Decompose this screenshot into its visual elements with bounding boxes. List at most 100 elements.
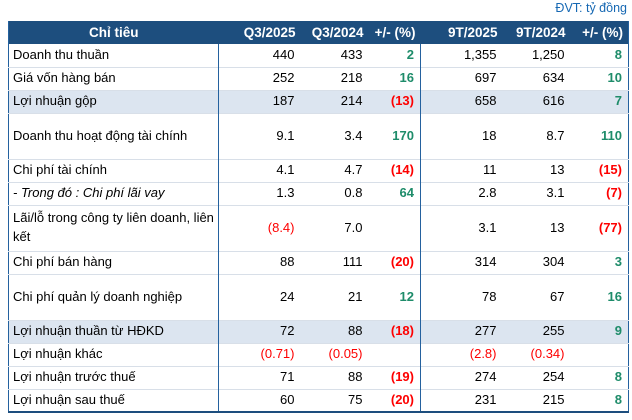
value-cell: (14)	[368, 158, 421, 182]
column-header: 9T/2025	[420, 21, 503, 44]
value-cell: 88	[300, 365, 369, 389]
value-cell: (15)	[570, 158, 629, 182]
value-cell: 88	[218, 250, 301, 274]
value-cell: 21	[300, 273, 369, 320]
value-cell: 231	[420, 388, 503, 412]
value-cell: 274	[420, 365, 503, 389]
value-cell: 8.7	[502, 112, 571, 159]
row-label: Chi phí bán hàng	[8, 250, 219, 274]
value-cell: 11	[420, 158, 503, 182]
row-label: Chi phí tài chính	[8, 158, 219, 182]
value-cell: 1,355	[463, 46, 497, 62]
value-cell: 18	[420, 112, 503, 159]
table-header-row: Chỉ tiêu Q3/2025 Q3/2024 +/- (%) 9T/2025 9T/2…	[8, 21, 629, 44]
value-cell: 8	[570, 365, 629, 389]
row-label: Giá vốn hàng bán	[8, 66, 219, 90]
value-cell: (77)	[570, 204, 629, 251]
value-cell: 10	[570, 66, 629, 90]
value-cell: (2.8)	[420, 342, 503, 366]
value-cell: 170	[368, 112, 421, 159]
column-header: 9T/2024	[502, 21, 571, 44]
value-cell: 2.8	[420, 181, 503, 205]
value-cell: 433	[340, 46, 363, 62]
table-row: Lãi/lỗ trong công ty liên doanh, liên kế…	[8, 204, 629, 251]
value-cell: 111	[300, 250, 369, 274]
row-label: Lãi/lỗ trong công ty liên doanh, liên kế…	[8, 204, 219, 251]
value-cell: 658	[420, 89, 503, 113]
table-row: Chi phí tài chính 4.1 4.7 (14) 11 13 (15)	[8, 158, 629, 182]
value-cell: 0.8	[300, 181, 369, 205]
value-cell: 16	[368, 66, 421, 90]
table-row: Lợi nhuận gộp 187 214 (13) 658 616 7	[8, 89, 629, 113]
value-cell: 88	[300, 319, 369, 343]
value-cell: 3.1	[420, 204, 503, 251]
table-row: Chi phí bán hàng 88 111 (20) 314 304 3	[8, 250, 629, 274]
row-label: Doanh thu hoạt động tài chính	[8, 112, 219, 159]
value-cell: 3.1	[502, 181, 571, 205]
value-cell: (0.05)	[300, 342, 369, 366]
row-label: Chi phí quản lý doanh nghiệp	[8, 273, 219, 320]
value-cell: 71	[218, 365, 301, 389]
row-label: Doanh thu thuần	[8, 44, 219, 67]
value-cell: 2	[368, 44, 421, 67]
value-cell: 3.4	[300, 112, 369, 159]
value-cell: 218	[300, 66, 369, 90]
column-header: +/- (%)	[570, 21, 629, 44]
value-cell: 314	[420, 250, 503, 274]
row-label: - Trong đó : Chi phí lãi vay	[8, 181, 219, 205]
value-cell: 13	[502, 158, 571, 182]
value-cell	[368, 342, 421, 366]
value-cell: (8.4)	[218, 204, 301, 251]
value-cell: (20)	[368, 388, 421, 412]
value-cell: 252	[218, 66, 301, 90]
table-row: Lợi nhuận thuần từ HĐKD 72 88 (18) 277 255 9	[8, 319, 629, 343]
value-cell: 1.3	[218, 181, 301, 205]
value-cell: (19)	[368, 365, 421, 389]
value-cell: 8	[570, 388, 629, 412]
value-cell: 24	[218, 273, 301, 320]
value-cell: (18)	[368, 319, 421, 343]
row-label: Lợi nhuận trước thuế	[8, 365, 219, 389]
value-cell: (20)	[368, 250, 421, 274]
value-cell: 187	[218, 89, 301, 113]
value-cell: 304	[502, 250, 571, 274]
value-cell: 697	[420, 66, 503, 90]
table-row: Lợi nhuận trước thuế 71 88 (19) 274 254 8	[8, 365, 629, 389]
value-cell	[368, 204, 421, 251]
value-cell: 3	[570, 250, 629, 274]
value-cell: 616	[502, 89, 571, 113]
value-cell: 16	[570, 273, 629, 320]
value-cell: (0.34)	[502, 342, 571, 366]
value-cell: 8	[614, 46, 622, 62]
value-cell: 214	[300, 89, 369, 113]
value-cell: 215	[502, 388, 571, 412]
value-cell: 60	[218, 388, 301, 412]
value-cell: 64	[368, 181, 421, 205]
table-row: Doanh thu thuần 440 433 2 1,355 1,250 8	[8, 44, 629, 67]
column-header: +/- (%)	[368, 21, 421, 44]
value-cell: 9.1	[218, 112, 301, 159]
table-row: Lợi nhuận sau thuế 60 75 (20) 231 215 8	[8, 388, 629, 412]
value-cell: 13	[502, 204, 571, 251]
row-label: Lợi nhuận gộp	[8, 89, 219, 113]
value-cell: 4.7	[300, 158, 369, 182]
value-cell: 440	[272, 46, 295, 62]
value-cell: 9	[570, 319, 629, 343]
value-cell: 110	[570, 112, 629, 159]
value-cell: (7)	[570, 181, 629, 205]
value-cell: 12	[368, 273, 421, 320]
value-cell: 67	[502, 273, 571, 320]
column-header: Chỉ tiêu	[8, 21, 219, 44]
value-cell: 7	[570, 89, 629, 113]
value-cell: 7.0	[300, 204, 369, 251]
value-cell: 277	[420, 319, 503, 343]
table-row: Lợi nhuận khác (0.71) (0.05) (2.8) (0.34)	[8, 342, 629, 366]
value-cell: 255	[502, 319, 571, 343]
column-header: Q3/2024	[300, 21, 369, 44]
value-cell: 72	[218, 319, 301, 343]
row-label: Lợi nhuận sau thuế	[8, 388, 219, 412]
table-body: Doanh thu thuần 440 433 2 1,355 1,250 8 Giá vốn…	[8, 44, 629, 412]
value-cell: (13)	[368, 89, 421, 113]
column-header: Q3/2025	[218, 21, 301, 44]
